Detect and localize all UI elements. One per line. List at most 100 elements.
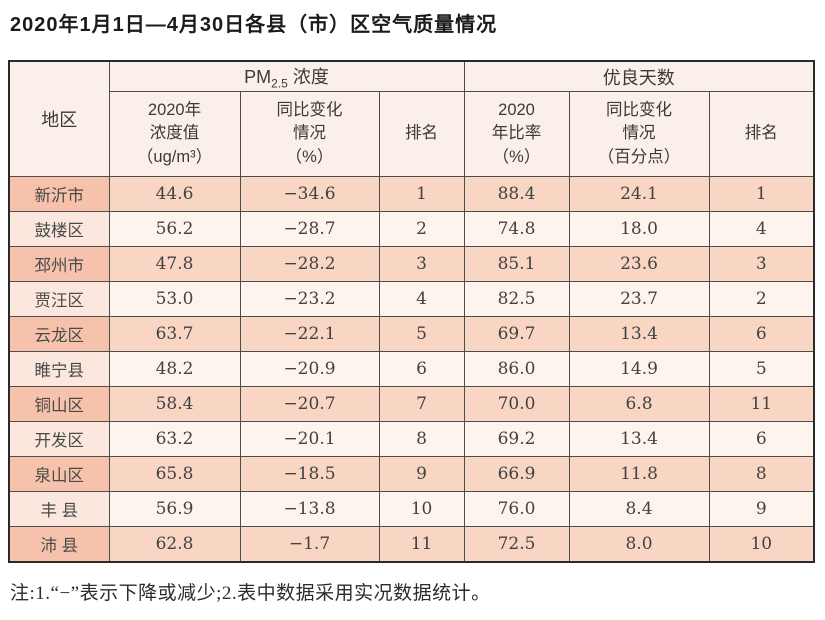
rate-rank-cell: 3 [708, 246, 815, 282]
rate-change-cell: 23.7 [568, 281, 710, 317]
pm-value-cell: 53.0 [108, 281, 241, 317]
rate-rank-cell: 6 [708, 421, 815, 457]
table-row: 铜山区 58.4 −20.7 7 70.0 6.8 11 [8, 386, 815, 422]
rate-change-cell: 8.4 [568, 491, 710, 527]
rate-cell: 85.1 [463, 246, 570, 282]
pm-rank-cell: 3 [378, 246, 465, 282]
pm-change-cell: −22.1 [239, 316, 380, 352]
pm25-label-prefix: PM [244, 66, 272, 87]
rate-change-cell: 13.4 [568, 421, 710, 457]
pm-rank-cell: 1 [378, 176, 465, 212]
rate-change-cell: 8.0 [568, 526, 710, 563]
pm-change-cell: −28.7 [239, 211, 380, 247]
table-row: 云龙区 63.7 −22.1 5 69.7 13.4 6 [8, 316, 815, 352]
footnote: 注:1.“−”表示下降或减少;2.表中数据采用实况数据统计。 [10, 583, 491, 604]
pm-rank-cell: 11 [378, 526, 465, 563]
rate-cell: 72.5 [463, 526, 570, 563]
pm-rank-cell: 5 [378, 316, 465, 352]
pm-value-cell: 47.8 [108, 246, 241, 282]
pm-change-cell: −28.2 [239, 246, 380, 282]
rate-change-cell: 14.9 [568, 351, 710, 387]
rate-change-cell: 6.8 [568, 386, 710, 422]
rate-rank-cell: 11 [708, 386, 815, 422]
column-header-rate-rank: 排名 [708, 91, 815, 177]
rate-rank-cell: 5 [708, 351, 815, 387]
pm-change-cell: −13.8 [239, 491, 380, 527]
sub-header-row: 2020年 浓度值 （ug/m³） 同比变化 情况 （%） 排名 2020 年比… [9, 91, 815, 177]
rate-rank-cell: 1 [708, 176, 815, 212]
rate-rank-cell: 4 [708, 211, 815, 247]
rate-rank-cell: 2 [708, 281, 815, 317]
rate-rank-cell: 6 [708, 316, 815, 352]
pm-value-cell: 65.8 [108, 456, 241, 492]
pm-value-cell: 44.6 [108, 176, 241, 212]
pm-change-cell: −20.9 [239, 351, 380, 387]
pm-change-cell: −20.7 [239, 386, 380, 422]
air-quality-table: 地区 PM2.5 浓度 优良天数 2020年 浓度值 （ug/m³） 同比变化 … [8, 60, 816, 563]
pm-change-cell: −34.6 [239, 176, 380, 212]
rate-change-cell: 11.8 [568, 456, 710, 492]
table-row: 泉山区 65.8 −18.5 9 66.9 11.8 8 [8, 456, 815, 492]
region-cell: 泉山区 [8, 456, 110, 492]
column-header-pm-rank: 排名 [378, 91, 465, 177]
region-cell: 沛 县 [8, 526, 110, 563]
table-header: 地区 PM2.5 浓度 优良天数 2020年 浓度值 （ug/m³） 同比变化 … [8, 60, 815, 177]
pm-value-cell: 56.9 [108, 491, 241, 527]
pm-change-cell: −18.5 [239, 456, 380, 492]
rate-change-cell: 23.6 [568, 246, 710, 282]
rate-rank-cell: 8 [708, 456, 815, 492]
region-cell: 开发区 [8, 421, 110, 457]
pm25-label-suffix: 浓度 [287, 66, 329, 87]
rate-rank-cell: 10 [708, 526, 815, 563]
pm-value-cell: 58.4 [108, 386, 241, 422]
table-row: 开发区 63.2 −20.1 8 69.2 13.4 6 [8, 421, 815, 457]
rate-cell: 69.7 [463, 316, 570, 352]
rate-cell: 69.2 [463, 421, 570, 457]
region-cell: 云龙区 [8, 316, 110, 352]
pm-rank-cell: 2 [378, 211, 465, 247]
pm-rank-cell: 10 [378, 491, 465, 527]
column-header-rate-change: 同比变化 情况 （百分点） [568, 91, 710, 177]
pm-value-cell: 63.2 [108, 421, 241, 457]
rate-cell: 88.4 [463, 176, 570, 212]
region-cell: 铜山区 [8, 386, 110, 422]
pm-rank-cell: 9 [378, 456, 465, 492]
page-title: 2020年1月1日—4月30日各县（市）区空气质量情况 [10, 14, 498, 36]
rate-cell: 76.0 [463, 491, 570, 527]
region-cell: 邳州市 [8, 246, 110, 282]
region-cell: 丰 县 [8, 491, 110, 527]
rate-change-cell: 24.1 [568, 176, 710, 212]
region-cell: 贾汪区 [8, 281, 110, 317]
pm-value-cell: 48.2 [108, 351, 241, 387]
pm-change-cell: −23.2 [239, 281, 380, 317]
table-row: 丰 县 56.9 −13.8 10 76.0 8.4 9 [8, 491, 815, 527]
pm25-label-subscript: 2.5 [271, 76, 288, 91]
pm-change-cell: −20.1 [239, 421, 380, 457]
table-row: 鼓楼区 56.2 −28.7 2 74.8 18.0 4 [8, 211, 815, 247]
column-header-rate: 2020 年比率 （%） [463, 91, 570, 177]
pm-rank-cell: 6 [378, 351, 465, 387]
pm-value-cell: 56.2 [108, 211, 241, 247]
pm-rank-cell: 7 [378, 386, 465, 422]
table-row: 睢宁县 48.2 −20.9 6 86.0 14.9 5 [8, 351, 815, 387]
pm-value-cell: 63.7 [108, 316, 241, 352]
rate-cell: 82.5 [463, 281, 570, 317]
pm-rank-cell: 8 [378, 421, 465, 457]
pm25-group-header: PM2.5 浓度 [108, 60, 465, 92]
region-cell: 睢宁县 [8, 351, 110, 387]
table-row: 沛 县 62.8 −1.7 11 72.5 8.0 10 [8, 526, 815, 563]
region-cell: 鼓楼区 [8, 211, 110, 247]
column-header-pm-change: 同比变化 情况 （%） [239, 91, 380, 177]
table-row: 邳州市 47.8 −28.2 3 85.1 23.6 3 [8, 246, 815, 282]
rate-cell: 70.0 [463, 386, 570, 422]
pm-change-cell: −1.7 [239, 526, 380, 563]
table-row: 新沂市 44.6 −34.6 1 88.4 24.1 1 [8, 176, 815, 212]
good-days-group-header: 优良天数 [463, 60, 815, 92]
table-body: 新沂市 44.6 −34.6 1 88.4 24.1 1 鼓楼区 56.2 −2… [8, 176, 815, 563]
table-row: 贾汪区 53.0 −23.2 4 82.5 23.7 2 [8, 281, 815, 317]
rate-change-cell: 13.4 [568, 316, 710, 352]
pm-value-cell: 62.8 [108, 526, 241, 563]
rate-change-cell: 18.0 [568, 211, 710, 247]
column-header-region: 地区 [8, 60, 110, 177]
